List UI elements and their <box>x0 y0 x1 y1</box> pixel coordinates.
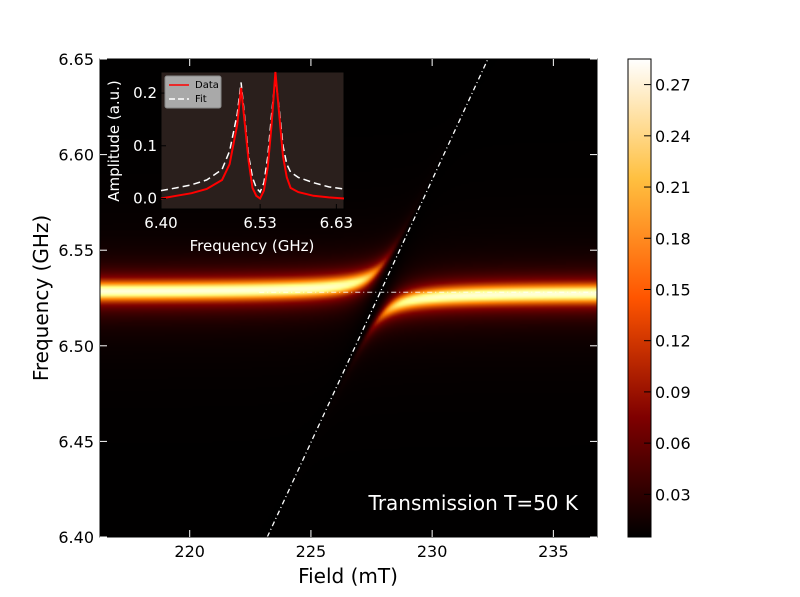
inset-series <box>160 71 345 201</box>
legend-label-fit: Fit <box>195 94 207 105</box>
y-tick-label: 6.50 <box>58 337 94 356</box>
y-tick-label: 6.55 <box>58 241 94 260</box>
magnon-dispersion-line <box>266 59 489 537</box>
inset-x-tick-label: 6.40 <box>144 214 177 232</box>
inset-legend: Data Fit <box>164 75 222 109</box>
x-axis-label: Field (mT) <box>298 564 398 588</box>
colorbar-tick-label: 0.15 <box>655 280 691 299</box>
colorbar-ticks: 0.03 0.06 0.09 0.12 0.15 0.18 0.21 0.24 0.27 <box>644 76 691 504</box>
x-tick-label: 235 <box>538 542 569 561</box>
guide-lines <box>259 59 597 537</box>
colorbar-gradient <box>627 58 652 538</box>
inset-axes: 6.40 6.53 6.63 0.0 0.1 0.2 <box>133 84 353 232</box>
y-axis-label: Frequency (GHz) <box>29 215 53 381</box>
y-tick-label: 6.65 <box>58 50 94 69</box>
inset-series-data <box>160 71 345 201</box>
x-axis: 220 225 230 235 <box>174 59 569 561</box>
inset-y-label: Amplitude (a.u.) <box>105 80 123 202</box>
y-tick-label: 6.40 <box>58 528 94 547</box>
x-tick-label: 225 <box>296 542 327 561</box>
colorbar-tick-label: 0.12 <box>655 332 691 351</box>
y-tick-label: 6.45 <box>58 432 94 451</box>
y-tick-label: 6.60 <box>58 146 94 165</box>
colorbar-tick-label: 0.09 <box>655 383 691 402</box>
legend-label-data: Data <box>195 80 219 91</box>
x-tick-label: 230 <box>417 542 448 561</box>
x-tick-label: 220 <box>174 542 205 561</box>
inset-x-tick-label: 6.63 <box>320 214 353 232</box>
legend-box <box>164 75 222 109</box>
plot-frame <box>99 58 598 538</box>
inset-y-tick-label: 0.1 <box>133 137 157 155</box>
inset-plot: 6.40 6.53 6.63 0.0 0.1 0.2 Frequency (GHz) Am… <box>105 71 353 255</box>
inset-series-fit <box>160 77 345 194</box>
colorbar: 0.03 0.06 0.09 0.12 0.15 0.18 0.21 0.24 0.27 <box>627 58 691 538</box>
colorbar-tick-label: 0.27 <box>655 76 691 95</box>
colorbar-tick-label: 0.03 <box>655 485 691 504</box>
annotation-text: Transmission T=50 K <box>368 491 579 515</box>
colorbar-tick-label: 0.18 <box>655 229 691 248</box>
inset-y-tick-label: 0.0 <box>133 189 157 207</box>
y-axis: 6.40 6.45 6.50 6.55 6.60 6.65 <box>58 50 597 547</box>
colorbar-tick-label: 0.06 <box>655 434 691 453</box>
inset-x-label: Frequency (GHz) <box>190 237 315 255</box>
inset-x-tick-label: 6.53 <box>243 214 276 232</box>
colorbar-tick-label: 0.21 <box>655 178 691 197</box>
inset-y-tick-label: 0.2 <box>133 84 157 102</box>
colorbar-tick-label: 0.24 <box>655 127 691 146</box>
